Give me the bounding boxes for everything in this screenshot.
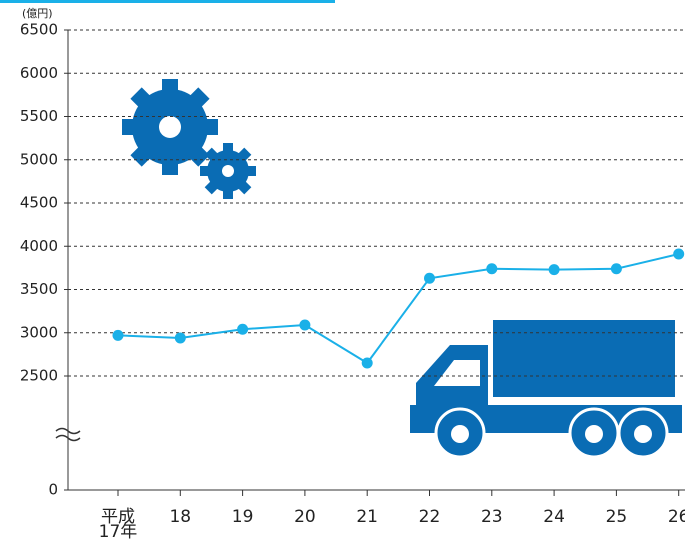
data-point (113, 330, 124, 341)
data-point (299, 319, 310, 330)
data-point (549, 264, 560, 275)
data-point (673, 249, 684, 260)
y-tick-label: 5000 (20, 150, 58, 168)
y-tick-label: 0 (48, 481, 58, 499)
x-tick-label: 21 (337, 510, 397, 525)
data-point (486, 263, 497, 274)
x-tick-label: 24 (524, 510, 584, 525)
x-tick-label: 22 (400, 510, 460, 525)
data-point (611, 263, 622, 274)
chart: (億円) 0 2500 3000 3500 4000 4500 5000 5500 6000 65… (0, 0, 685, 539)
y-tick-label: 5500 (20, 107, 58, 125)
y-tick-label: 3000 (20, 323, 58, 341)
y-tick-label: 3500 (20, 280, 58, 298)
truck-icon (410, 320, 682, 457)
top-bar (0, 0, 335, 3)
y-tick-label: 4000 (20, 237, 58, 255)
x-tick-label: 平成 17年 (88, 510, 148, 539)
y-tick-label: 6500 (20, 21, 58, 39)
gears-icon (122, 79, 256, 199)
data-point (175, 332, 186, 343)
x-tick-label: 19 (213, 510, 273, 525)
x-tick-label: 20 (275, 510, 335, 525)
data-point (237, 324, 248, 335)
data-point (362, 358, 373, 369)
page: (億円) 0 2500 3000 3500 4000 4500 5000 5500 6000 65… (0, 0, 685, 539)
y-tick-label: 2500 (20, 367, 58, 385)
y-tick-label: 6000 (20, 64, 58, 82)
x-tick-label: 25 (586, 510, 646, 525)
data-point (424, 273, 435, 284)
y-tick-label: 4500 (20, 194, 58, 212)
x-tick-label: 23 (462, 510, 522, 525)
x-tick-label: 26 (649, 510, 685, 525)
x-tick-label: 18 (150, 510, 210, 525)
y-unit: (億円) (22, 7, 53, 20)
